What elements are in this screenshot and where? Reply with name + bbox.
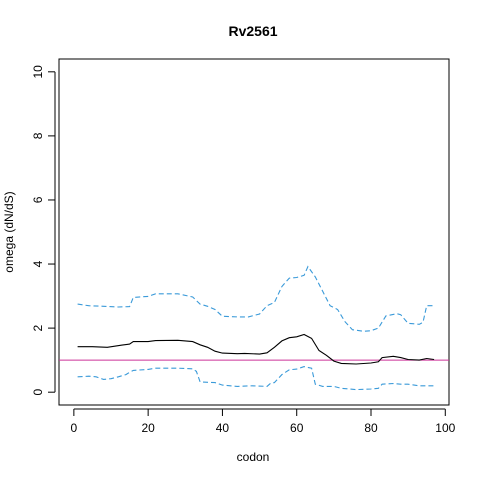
y-tick-label: 2 <box>31 324 45 331</box>
x-tick-label: 0 <box>71 421 78 435</box>
x-tick-label: 80 <box>364 421 378 435</box>
x-axis-label: codon <box>237 450 270 464</box>
x-tick-label: 20 <box>141 421 155 435</box>
chart-title: Rv2561 <box>228 23 277 39</box>
plot-frame <box>58 58 450 406</box>
plot-area <box>59 265 449 391</box>
x-tick-label: 100 <box>435 421 455 435</box>
series-line-upper-bound <box>77 265 435 332</box>
y-axis: 0 2 4 6 8 10 <box>31 65 56 396</box>
y-tick-label: 6 <box>31 196 45 203</box>
x-tick-label: 40 <box>216 421 230 435</box>
y-tick-label: 10 <box>31 65 45 79</box>
y-tick-label: 0 <box>31 389 45 396</box>
series-line-estimate <box>77 333 435 365</box>
y-axis-label: omega (dN/dS) <box>2 191 16 272</box>
x-axis: 0 20 40 60 80 100 <box>71 408 456 435</box>
y-tick-label: 8 <box>31 132 45 139</box>
y-tick-label: 4 <box>31 260 45 267</box>
series-line-lower-bound <box>77 366 435 391</box>
x-tick-label: 60 <box>290 421 304 435</box>
